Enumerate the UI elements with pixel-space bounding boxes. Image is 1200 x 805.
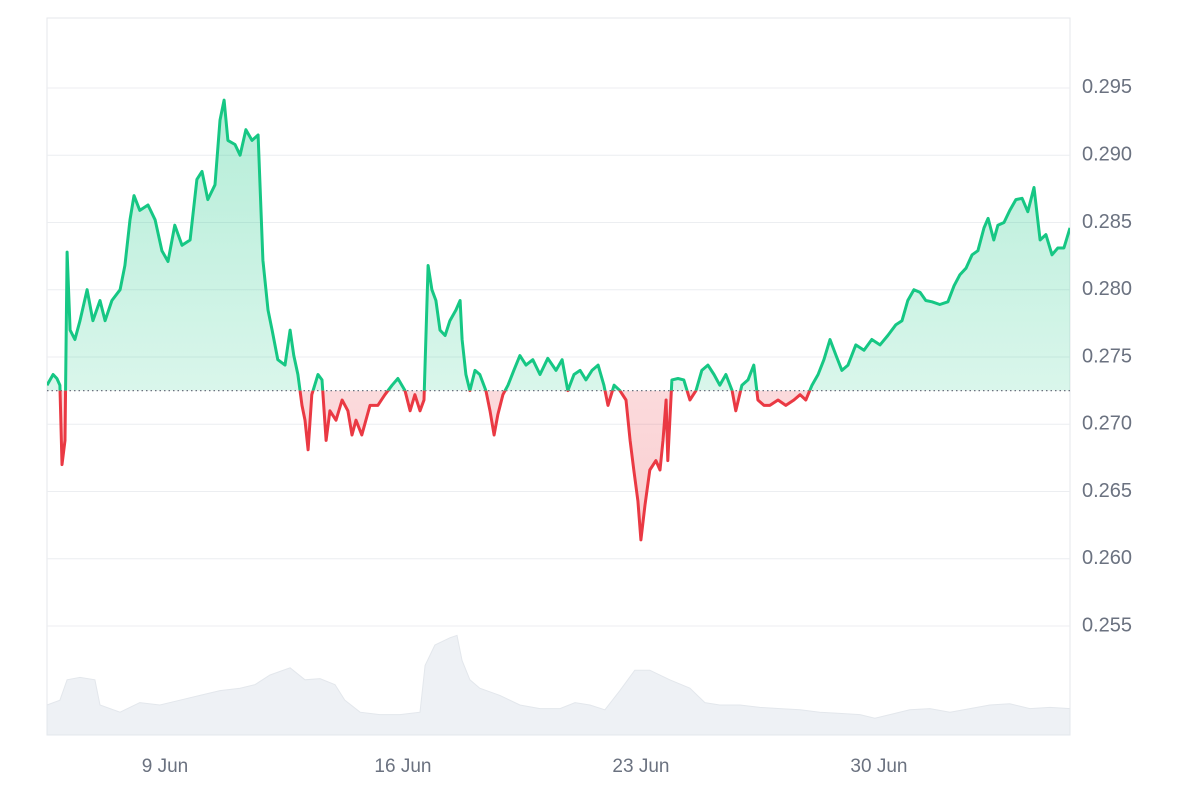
x-tick-label: 16 Jun — [374, 756, 431, 777]
y-tick-label: 0.285 — [1082, 211, 1132, 233]
y-tick-label: 0.280 — [1082, 278, 1132, 300]
y-tick-label: 0.270 — [1082, 413, 1132, 435]
y-tick-label: 0.295 — [1082, 76, 1132, 98]
price-line-up — [47, 98, 1070, 391]
area-up — [47, 100, 1070, 391]
y-tick-label: 0.275 — [1082, 345, 1132, 367]
y-tick-label: 0.255 — [1082, 614, 1132, 636]
y-tick-label: 0.290 — [1082, 143, 1132, 165]
x-tick-label: 30 Jun — [850, 756, 907, 777]
x-tick-label: 23 Jun — [612, 756, 669, 777]
y-tick-label: 0.260 — [1082, 547, 1132, 569]
volume-area — [46, 634, 1071, 736]
y-tick-label: 0.265 — [1082, 480, 1132, 502]
x-tick-label: 9 Jun — [142, 756, 188, 777]
